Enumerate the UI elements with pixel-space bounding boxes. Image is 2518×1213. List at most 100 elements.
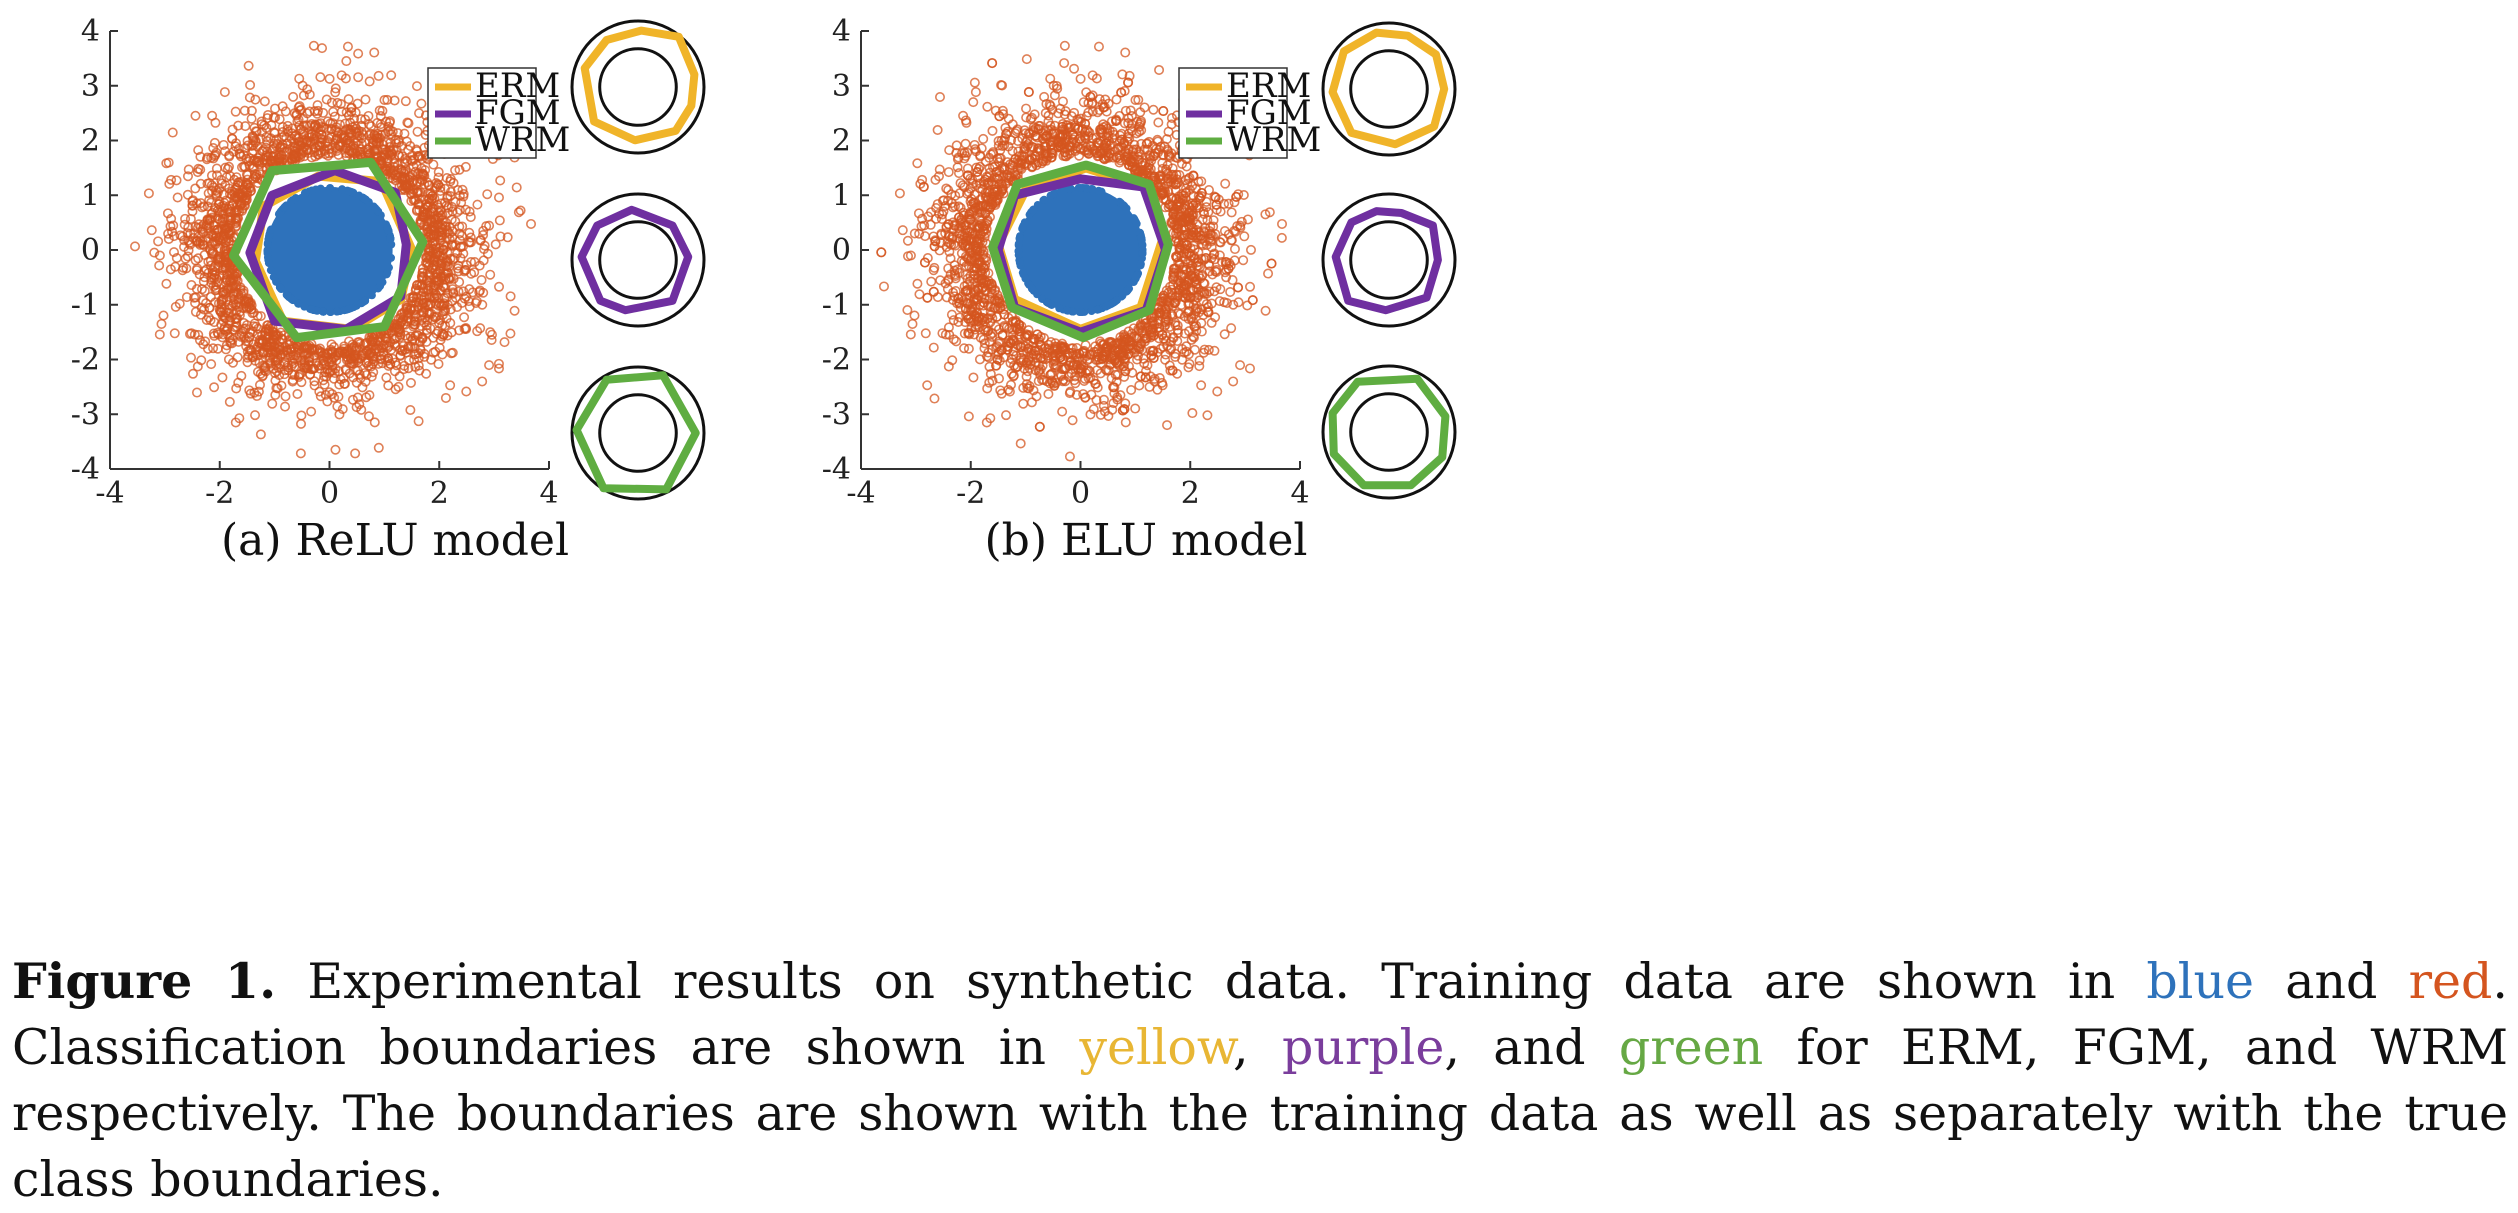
inset-inner-circle (1351, 222, 1428, 299)
y-tick-label: 0 (81, 233, 100, 268)
red-point (899, 226, 907, 234)
red-point (460, 313, 468, 321)
red-point (1149, 106, 1157, 114)
inset-outer-circle (1323, 23, 1455, 155)
red-point (187, 353, 195, 361)
red-point (281, 402, 289, 410)
red-point (969, 98, 977, 106)
legend-label-wrm: WRM (475, 120, 570, 160)
blue-class-scatter (1015, 184, 1147, 316)
red-point (231, 107, 239, 115)
blue-point (1130, 215, 1138, 223)
red-point (1278, 234, 1286, 242)
red-point (1163, 421, 1171, 429)
x-tick-label: 0 (1071, 476, 1090, 511)
blue-point (345, 187, 353, 195)
blue-point (1025, 281, 1033, 289)
inset-inner-circle (600, 49, 677, 126)
red-point (246, 81, 254, 89)
red-point (904, 237, 912, 245)
red-point (155, 261, 163, 269)
red-point (387, 71, 395, 79)
red-point (462, 387, 470, 395)
red-point (351, 449, 359, 457)
y-tick-label: -4 (822, 452, 851, 487)
red-point (1044, 390, 1052, 398)
y-tick-label: 1 (81, 178, 100, 213)
blue-point (1133, 271, 1141, 279)
red-point (1246, 364, 1254, 372)
red-point (930, 343, 938, 351)
red-point (1017, 439, 1025, 447)
red-point (1227, 324, 1235, 332)
red-point (344, 95, 352, 103)
red-point (181, 254, 189, 262)
red-point (244, 62, 252, 70)
blue-point (307, 305, 315, 313)
blue-point (1077, 308, 1085, 316)
red-point (354, 73, 362, 81)
red-point (1155, 66, 1163, 74)
blue-point (267, 226, 275, 234)
red-point (496, 216, 504, 224)
inset-outer-circle (572, 367, 704, 499)
red-point (1230, 198, 1238, 206)
red-point (361, 95, 369, 103)
blue-point (1138, 249, 1146, 257)
blue-point (1123, 287, 1131, 295)
red-point (972, 88, 980, 96)
blue-point (371, 204, 379, 212)
red-point (988, 127, 996, 135)
blue-point (1104, 301, 1112, 309)
red-point (246, 93, 254, 101)
blue-point (1137, 233, 1145, 241)
red-point (406, 406, 414, 414)
red-point (342, 57, 350, 65)
red-point (955, 169, 963, 177)
red-point (442, 394, 450, 402)
red-point (495, 193, 503, 201)
red-point (496, 176, 504, 184)
red-point (297, 420, 305, 428)
red-point (391, 367, 399, 375)
red-point (983, 103, 991, 111)
red-point (1210, 347, 1218, 355)
blue-point (1044, 299, 1052, 307)
red-point (268, 399, 276, 407)
red-point (923, 381, 931, 389)
y-tick-label: 3 (81, 69, 100, 104)
red-point (1025, 88, 1033, 96)
red-point (1229, 377, 1237, 385)
red-point (971, 78, 979, 86)
red-point (417, 99, 425, 107)
red-point (257, 430, 265, 438)
figure-caption: Figure 1. Experimental results on synthe… (12, 948, 2508, 1213)
red-point (281, 392, 289, 400)
red-point (193, 388, 201, 396)
blue-class-scatter (263, 184, 395, 316)
y-tick-label: 3 (832, 69, 851, 104)
red-point (211, 119, 219, 127)
red-point (429, 160, 437, 168)
red-point (913, 159, 921, 167)
red-point (495, 283, 503, 291)
blue-point (326, 184, 334, 192)
red-point (331, 446, 339, 454)
red-point (365, 77, 373, 85)
red-point (486, 271, 494, 279)
red-point (945, 146, 953, 154)
blue-point (387, 254, 395, 262)
y-tick-label: 2 (832, 124, 851, 159)
red-point (936, 93, 944, 101)
inset-inner-circle (600, 395, 677, 472)
blue-point (360, 194, 368, 202)
blue-point (1047, 192, 1055, 200)
red-point (211, 139, 219, 147)
red-point (251, 411, 259, 419)
red-point (506, 329, 514, 337)
red-point (478, 377, 486, 385)
red-point (1240, 232, 1248, 240)
red-point (171, 329, 179, 337)
